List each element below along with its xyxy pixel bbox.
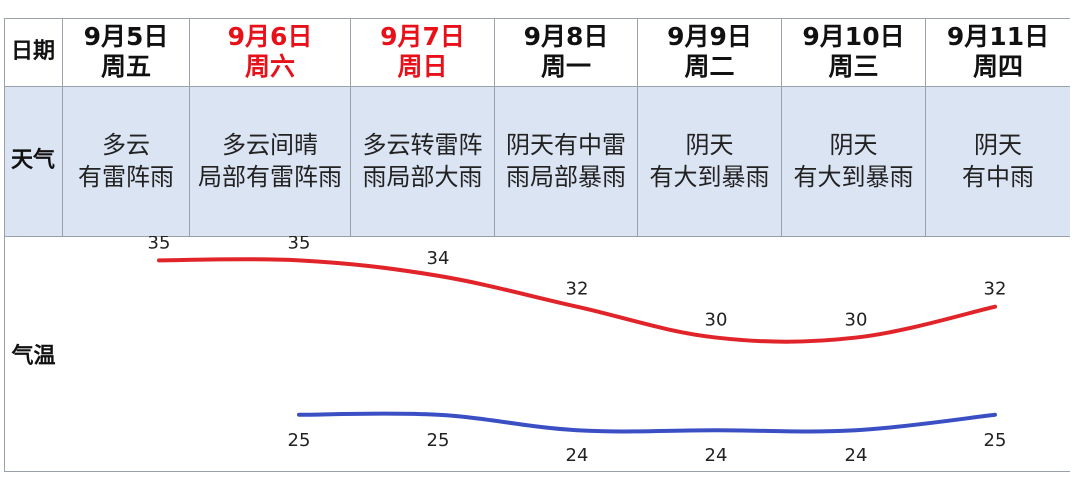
high-temp-label: 35 <box>148 236 171 253</box>
row-label-date: 日期 <box>4 18 63 86</box>
weather-cell: 阴天 有大到暴雨 <box>782 86 926 236</box>
weather-line-1: 多云 <box>102 131 150 159</box>
date-cell: 9月6日 周六 <box>190 18 351 86</box>
weather-line-1: 阴天 <box>974 131 1022 159</box>
low-temp-label: 25 <box>427 430 450 451</box>
weather-line-2: 有大到暴雨 <box>793 163 914 191</box>
date-cell: 9月7日 周日 <box>351 18 495 86</box>
weekday-label: 周日 <box>397 52 448 81</box>
high-temp-label: 32 <box>566 279 589 300</box>
weekday-label: 周六 <box>244 52 295 81</box>
high-temp-label: 30 <box>845 310 868 331</box>
weather-line-1: 多云间晴 <box>222 131 318 159</box>
weather-cell: 阴天 有大到暴雨 <box>638 86 782 236</box>
date-label: 9月6日 <box>227 22 313 51</box>
weather-cell: 多云转雷阵 雨局部大雨 <box>351 86 495 236</box>
weekday-label: 周三 <box>828 52 879 81</box>
weather-line-2: 局部有雷阵雨 <box>198 163 342 191</box>
row-label-weather: 天气 <box>4 86 63 236</box>
date-row: 日期 9月5日 周五 9月6日 周六 9月7日 周日 9月8日 周一 9月9日 … <box>4 18 1070 86</box>
weather-line-2: 有中雨 <box>962 163 1034 191</box>
high-temp-label: 32 <box>984 279 1007 300</box>
weekday-label: 周二 <box>684 52 735 81</box>
weather-line-2: 有大到暴雨 <box>649 163 770 191</box>
date-label: 9月5日 <box>83 22 169 51</box>
low-temp-label: 24 <box>845 445 868 466</box>
weekday-label: 周五 <box>100 52 151 81</box>
date-label: 9月9日 <box>667 22 752 51</box>
weather-cell: 阴天有中雷 雨局部暴雨 <box>495 86 638 236</box>
low-temp-label: 24 <box>566 445 589 466</box>
date-label: 9月10日 <box>802 22 905 51</box>
weather-line-1: 阴天有中雷 <box>506 131 626 159</box>
weather-line-1: 阴天 <box>829 131 878 159</box>
high-temp-line <box>157 257 997 344</box>
divider <box>4 86 1070 87</box>
weather-line-1: 多云转雷阵 <box>362 131 483 159</box>
high-temp-label: 34 <box>427 248 450 269</box>
forecast-table: 日期 9月5日 周五 9月6日 周六 9月7日 周日 9月8日 周一 9月9日 … <box>4 18 1070 474</box>
temperature-row: 气温 <box>4 236 1070 472</box>
temperature-chart: 35 35 34 32 30 30 32 25 25 24 24 24 25 <box>148 236 1007 466</box>
row-label-temp: 气温 <box>11 344 56 369</box>
date-cell: 9月9日 周二 <box>638 18 782 86</box>
date-cell: 9月5日 周五 <box>63 18 190 86</box>
weather-line-2: 雨局部暴雨 <box>506 163 626 191</box>
low-temp-label: 25 <box>984 430 1007 451</box>
weather-line-2: 雨局部大雨 <box>362 163 483 191</box>
low-temp-line <box>297 411 997 434</box>
weather-cell: 阴天 有中雨 <box>926 86 1070 236</box>
high-temp-label: 35 <box>288 236 311 253</box>
date-cell: 9月10日 周三 <box>782 18 926 86</box>
date-cell: 9月8日 周一 <box>495 18 638 86</box>
low-temp-label: 24 <box>705 445 728 466</box>
low-temp-label: 25 <box>288 430 311 451</box>
divider <box>4 236 1070 237</box>
date-label: 9月11日 <box>946 22 1050 51</box>
date-label: 9月8日 <box>523 22 609 51</box>
weather-line-1: 阴天 <box>685 131 734 159</box>
weekday-label: 周四 <box>972 52 1023 81</box>
weekday-label: 周一 <box>540 52 591 81</box>
weather-cell: 多云 有雷阵雨 <box>63 86 190 236</box>
date-label: 9月7日 <box>380 22 465 51</box>
weather-row: 天气 多云 有雷阵雨 多云间晴 局部有雷阵雨 多云转雷阵 雨局部大雨 阴天有中雷… <box>4 86 1070 236</box>
weather-cell: 多云间晴 局部有雷阵雨 <box>190 86 351 236</box>
weather-line-2: 有雷阵雨 <box>78 163 174 191</box>
date-cell: 9月11日 周四 <box>926 18 1070 86</box>
high-temp-label: 30 <box>705 310 728 331</box>
